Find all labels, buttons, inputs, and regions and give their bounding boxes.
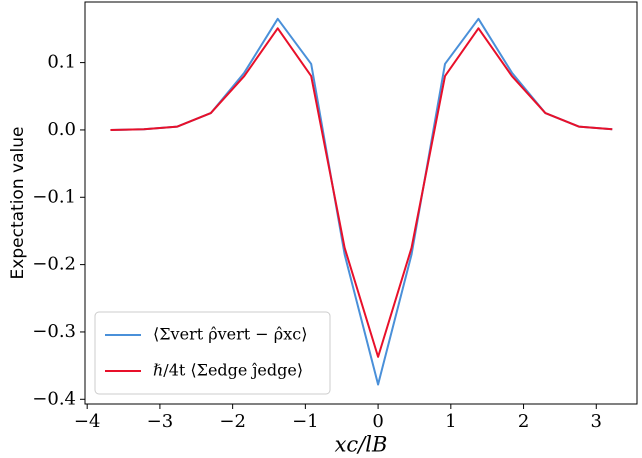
legend-label: ℏ/4t ⟨Σedge ĵedge⟩ bbox=[153, 361, 303, 380]
y-tick-label: −0.3 bbox=[32, 321, 76, 342]
x-tick-label: −4 bbox=[74, 411, 101, 432]
x-tick-label: −2 bbox=[219, 411, 246, 432]
x-tick-label: −3 bbox=[147, 411, 174, 432]
legend-box bbox=[94, 311, 331, 395]
y-tick-label: 0.1 bbox=[47, 52, 76, 73]
y-tick-label: −0.2 bbox=[32, 254, 76, 275]
y-tick-label: −0.1 bbox=[32, 186, 76, 207]
y-axis-label: Expectation value bbox=[8, 127, 28, 280]
x-tick-label: −1 bbox=[292, 411, 319, 432]
legend: ⟨Σvert ρ̂vert − ρ̂xc⟩ ℏ/4t ⟨Σedge ĵedge⟩ bbox=[94, 311, 331, 395]
x-tick-label: 2 bbox=[518, 411, 529, 432]
y-tick-label: −0.4 bbox=[32, 388, 76, 409]
x-tick-label: 0 bbox=[372, 411, 383, 432]
legend-label: ⟨Σvert ρ̂vert − ρ̂xc⟩ bbox=[153, 325, 307, 344]
plot-frame bbox=[84, 1, 638, 405]
x-tick-label: 3 bbox=[591, 411, 602, 432]
x-tick-label: 1 bbox=[445, 411, 456, 432]
y-tick-label: 0.0 bbox=[47, 119, 76, 140]
data-line bbox=[110, 27, 613, 358]
x-axis-label: xc/lB bbox=[335, 433, 388, 457]
